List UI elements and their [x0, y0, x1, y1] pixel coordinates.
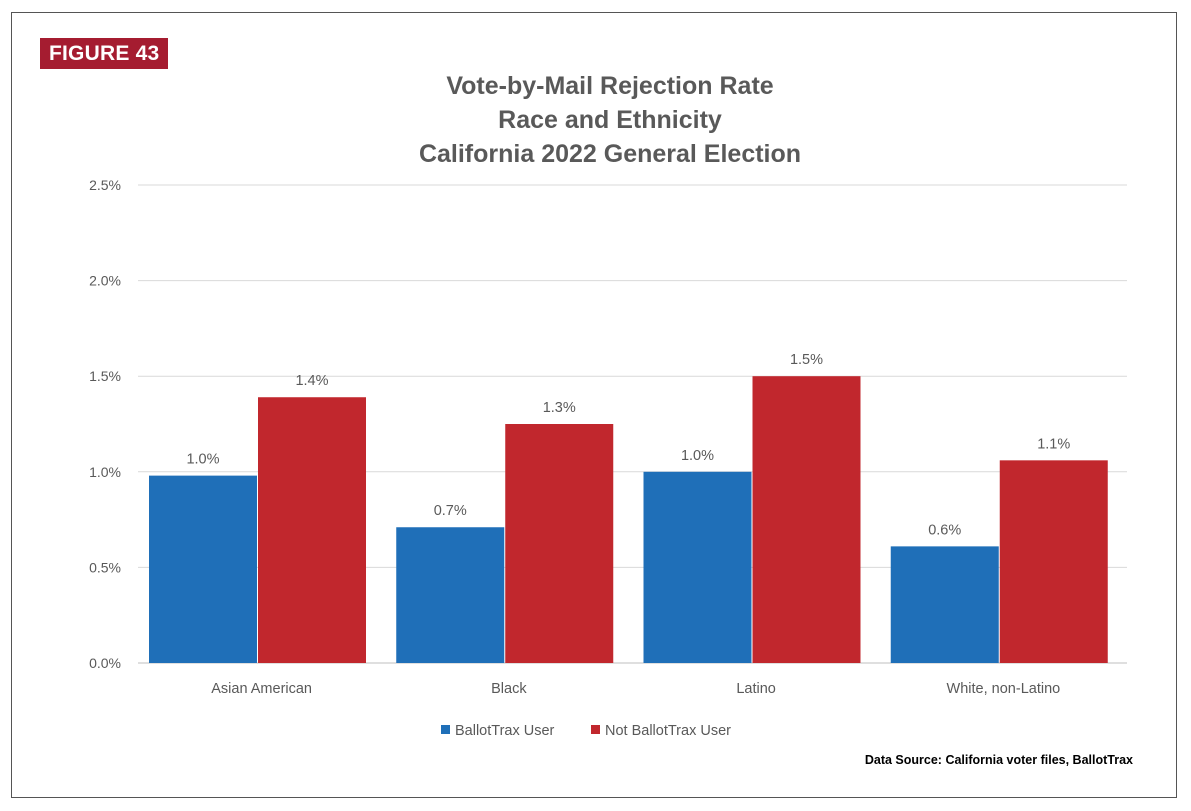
- legend-label: BallotTrax User: [455, 723, 555, 739]
- chart-title-line-1: Vote-by-Mail Rejection Rate: [446, 72, 774, 100]
- bar: [890, 546, 999, 663]
- y-tick-label: 1.5%: [89, 368, 121, 384]
- data-label: 1.5%: [790, 352, 823, 368]
- bar: [258, 397, 366, 663]
- figure-frame: [11, 12, 1177, 798]
- x-tick-label: Black: [491, 681, 527, 697]
- data-label: 1.3%: [543, 400, 576, 416]
- bar: [643, 471, 752, 663]
- y-tick-label: 1.0%: [89, 464, 121, 480]
- data-label: 0.6%: [928, 522, 961, 538]
- figure-label-badge: FIGURE 43: [40, 38, 169, 69]
- x-tick-label: Asian American: [211, 681, 312, 697]
- chart-title-line-3: California 2022 General Election: [418, 140, 802, 168]
- y-tick-label: 0.5%: [89, 559, 121, 575]
- chart-title-line-2: Race and Ethnicity: [498, 106, 722, 134]
- data-label: 1.1%: [1037, 436, 1070, 452]
- bar: [396, 527, 505, 663]
- y-tick-label: 0.0%: [89, 655, 121, 671]
- bar: [505, 424, 614, 663]
- bar: [752, 376, 861, 663]
- data-label: 1.4%: [295, 373, 328, 389]
- y-tick-label: 2.0%: [89, 273, 121, 289]
- data-label: 1.0%: [681, 448, 714, 464]
- bar: [999, 460, 1108, 663]
- legend-swatch: [441, 725, 450, 734]
- y-tick-label: 2.5%: [89, 177, 121, 193]
- legend-swatch: [591, 725, 600, 734]
- x-tick-label: White, non-Latino: [947, 681, 1061, 697]
- x-tick-label: Latino: [736, 681, 776, 697]
- data-label: 1.0%: [186, 452, 219, 468]
- data-label: 0.7%: [434, 503, 467, 519]
- data-source-note: Data Source: California voter files, Bal…: [864, 753, 1133, 767]
- bar: [149, 475, 257, 663]
- legend-label: Not BallotTrax User: [605, 723, 731, 739]
